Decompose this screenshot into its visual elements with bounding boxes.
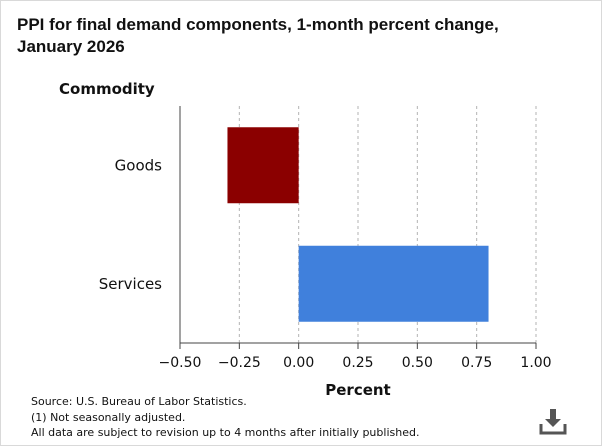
x-tick-label: 1.00 [520, 355, 551, 371]
revision-note: All data are subject to revision up to 4… [31, 426, 420, 439]
x-tick-label: −0.50 [159, 355, 202, 371]
x-tick-label: −0.25 [218, 355, 261, 371]
chart-title: PPI for final demand components, 1-month… [17, 15, 499, 56]
y-axis-title: Commodity [59, 80, 155, 98]
download-icon [539, 409, 567, 435]
x-axis-title: Percent [325, 381, 390, 399]
seasonal-note: (1) Not seasonally adjusted. [31, 410, 186, 424]
x-tick-label: 0.00 [283, 355, 314, 371]
bar-goods [227, 127, 299, 204]
category-labels: Goods Services [99, 156, 162, 293]
source-note: Source: U.S. Bureau of Labor Statistics. [31, 395, 247, 408]
x-tick-label: 0.50 [402, 355, 433, 371]
download-button[interactable] [539, 406, 567, 436]
category-label: Services [99, 275, 162, 293]
category-label: Goods [115, 156, 162, 174]
x-tick-label: 0.25 [342, 355, 373, 371]
x-tick-label: 0.75 [461, 355, 492, 371]
bars [227, 127, 489, 322]
bar-services [298, 245, 489, 322]
chart-footer: Source: U.S. Bureau of Labor Statistics.… [31, 394, 419, 441]
x-tick-labels: −0.50 −0.25 0.00 0.25 0.50 0.75 1.00 [159, 343, 552, 371]
